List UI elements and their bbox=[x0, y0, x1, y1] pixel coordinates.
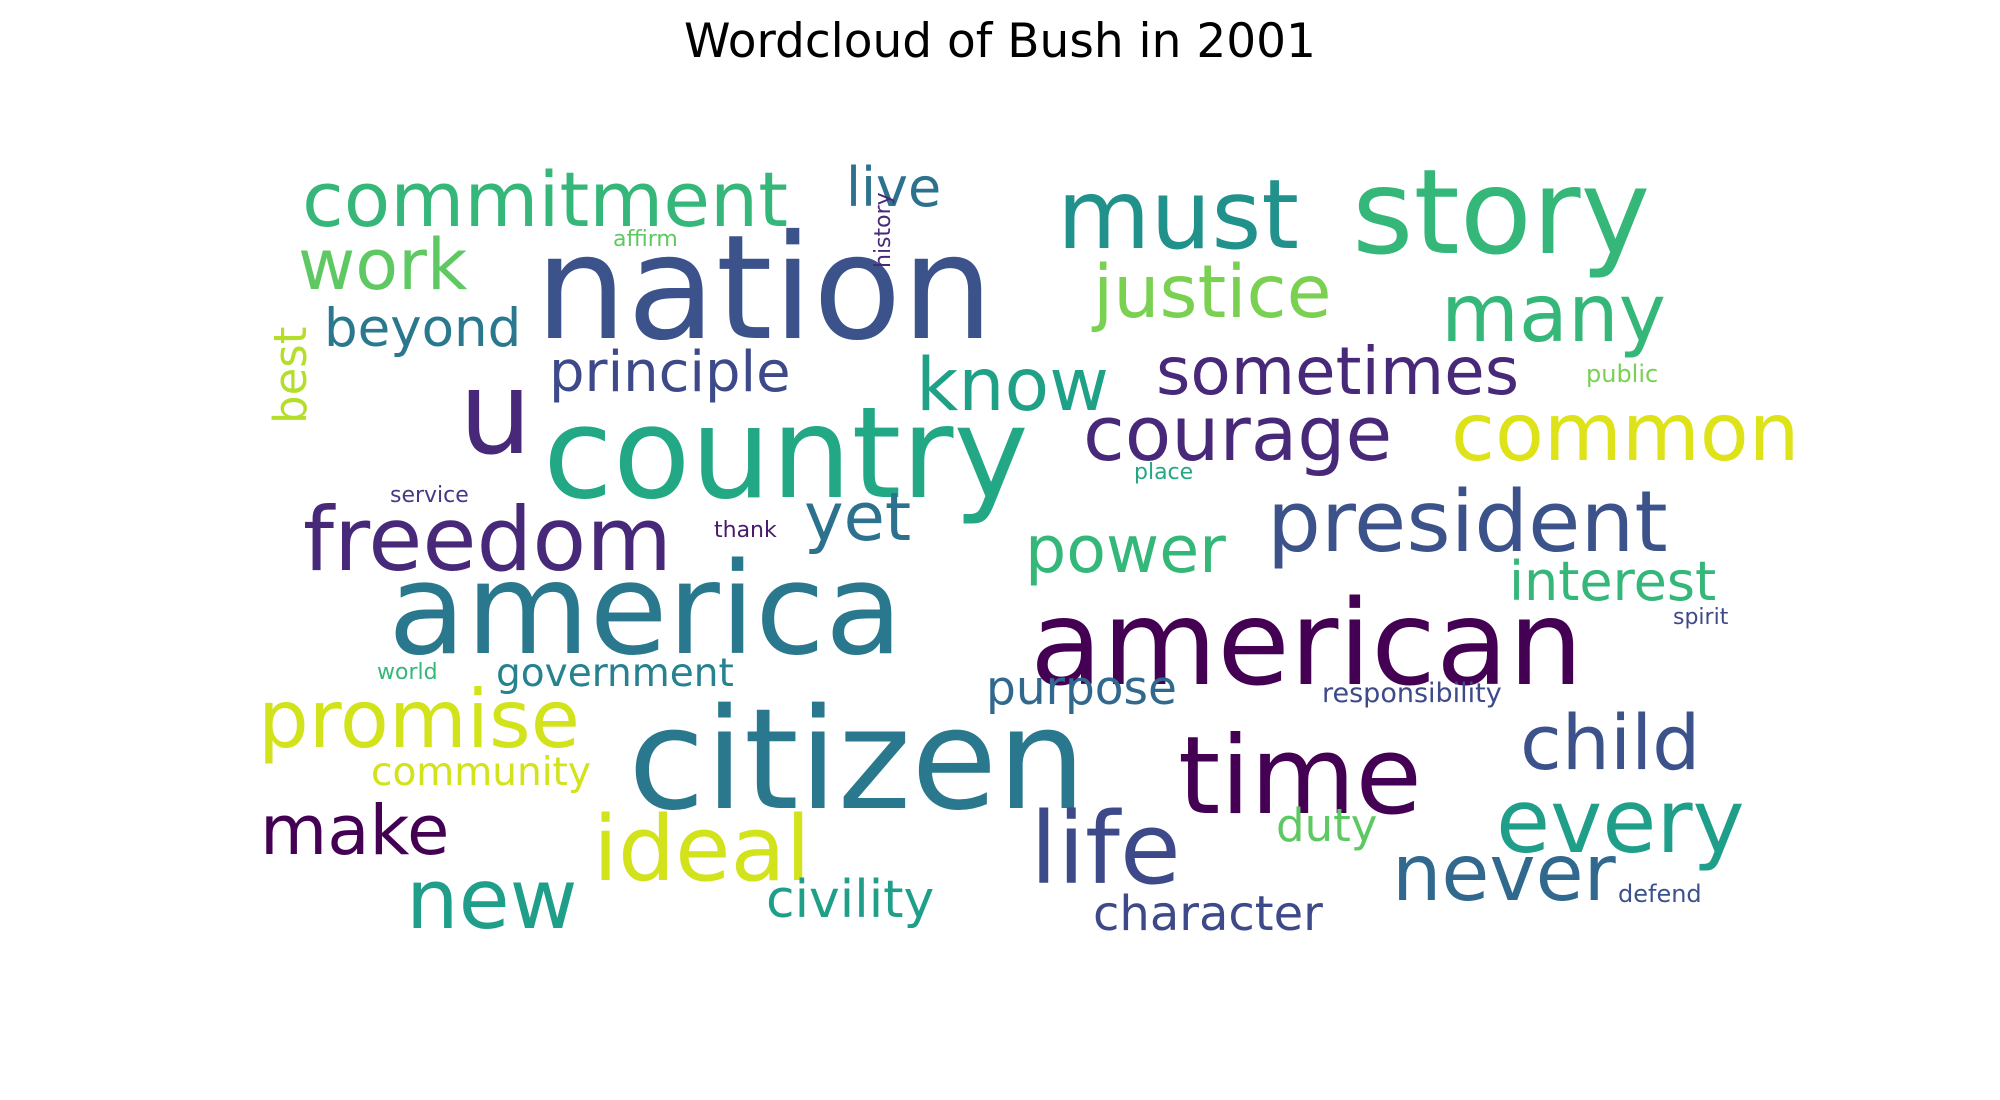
word-new: new bbox=[406, 851, 578, 948]
word-principle: principle bbox=[549, 340, 791, 405]
word-nation: nation bbox=[535, 204, 994, 373]
word-time: time bbox=[1178, 714, 1422, 839]
word-freedom: freedom bbox=[303, 488, 672, 591]
word-history: history bbox=[871, 192, 896, 268]
word-thank: thank bbox=[714, 518, 777, 543]
word-public: public bbox=[1586, 360, 1658, 388]
word-world: world bbox=[377, 660, 438, 685]
word-life: life bbox=[1030, 792, 1181, 907]
word-sometimes: sometimes bbox=[1156, 333, 1519, 410]
word-commitment: commitment bbox=[302, 155, 788, 244]
word-live: live bbox=[846, 156, 941, 219]
word-must: must bbox=[1057, 159, 1299, 271]
word-ideal: ideal bbox=[593, 797, 811, 902]
word-service: service bbox=[390, 483, 469, 508]
word-story: story bbox=[1352, 143, 1650, 281]
word-spirit: spirit bbox=[1673, 605, 1729, 630]
word-country: country bbox=[543, 379, 1029, 527]
word-courage: courage bbox=[1083, 389, 1392, 478]
word-responsibility: responsibility bbox=[1322, 678, 1502, 709]
word-affirm: affirm bbox=[613, 227, 678, 252]
word-president: president bbox=[1267, 473, 1668, 572]
word-common: common bbox=[1451, 386, 1799, 479]
word-never: never bbox=[1392, 829, 1617, 919]
chart-title: Wordcloud of Bush in 2001 bbox=[684, 14, 1316, 69]
word-many: many bbox=[1441, 267, 1666, 360]
word-u: u bbox=[459, 347, 532, 481]
word-america: america bbox=[388, 535, 903, 683]
word-justice: justice bbox=[1091, 250, 1332, 335]
word-place: place bbox=[1134, 460, 1193, 485]
word-work: work bbox=[298, 224, 468, 306]
word-defend: defend bbox=[1618, 880, 1702, 908]
word-every: every bbox=[1496, 770, 1745, 873]
word-character: character bbox=[1093, 886, 1323, 942]
word-purpose: purpose bbox=[986, 661, 1177, 716]
word-make: make bbox=[260, 791, 449, 871]
word-citizen: citizen bbox=[628, 679, 1086, 842]
word-american: american bbox=[1030, 574, 1583, 712]
word-interest: interest bbox=[1509, 550, 1716, 613]
word-civility: civility bbox=[766, 870, 934, 930]
word-best: best bbox=[264, 327, 317, 424]
word-child: child bbox=[1520, 698, 1700, 787]
word-government: government bbox=[496, 651, 734, 696]
word-community: community bbox=[371, 750, 591, 795]
word-yet: yet bbox=[804, 478, 911, 556]
word-beyond: beyond bbox=[324, 298, 521, 359]
word-power: power bbox=[1025, 513, 1226, 588]
word-know: know bbox=[916, 343, 1109, 428]
word-promise: promise bbox=[258, 673, 580, 766]
word-duty: duty bbox=[1276, 799, 1377, 852]
